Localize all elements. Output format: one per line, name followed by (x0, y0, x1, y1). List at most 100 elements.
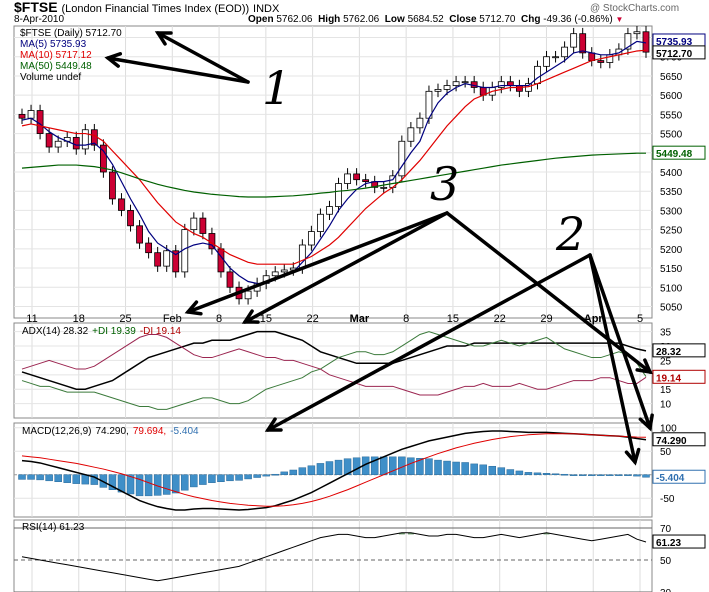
macd-histogram-bar (126, 474, 135, 495)
candle-body (552, 56, 559, 59)
panel-frame-rsi (13, 519, 653, 592)
x-tick-label: 18 (73, 313, 85, 325)
chg-label: Chg (521, 14, 541, 25)
macd-histogram-bar (551, 473, 560, 476)
panel-frame-macd (13, 422, 653, 518)
macd-histogram-bar (36, 474, 44, 481)
y-tick-label: 5100 (660, 283, 683, 294)
macd-histogram-bar (135, 474, 144, 497)
y-tick-label: 5650 (660, 72, 683, 83)
annotation-label: 3 (430, 157, 459, 211)
open-value: 5762.06 (276, 14, 313, 25)
adx-tag-box (652, 343, 706, 358)
adx-tag: 28.32 (656, 347, 681, 358)
macd-histogram-bar (262, 474, 270, 477)
macd-histogram-bar (217, 474, 225, 483)
candle-body (579, 33, 587, 54)
macd-legend-entry: MACD(12,26,9) (22, 426, 91, 437)
candle-body (353, 173, 361, 181)
x-tick-label: Feb (163, 313, 182, 325)
macd-histogram-bar (63, 474, 71, 483)
symbol-title: $FTSE (London Financial Times Index (EOD… (14, 0, 279, 15)
macd-histogram-bar (633, 474, 641, 477)
macd-histogram-bar (271, 473, 279, 476)
macd-legend-entry: -5.404 (170, 426, 199, 437)
ma-line (21, 40, 647, 285)
candle-body (344, 173, 351, 184)
annotation-arrow (445, 211, 652, 374)
candle-body (154, 252, 162, 267)
exchange: INDX (253, 3, 280, 15)
annotation-arrowhead (264, 417, 283, 432)
candle-body (163, 250, 171, 267)
macd-histogram-bar (569, 474, 578, 476)
annotation-arrowhead (638, 413, 654, 432)
price-tag-box (652, 45, 706, 60)
macd-signal-line (21, 433, 647, 507)
price-tag: 5449.48 (656, 149, 693, 160)
macd-histogram-bar (54, 474, 62, 483)
y-tick-label: 10 (660, 400, 672, 411)
candle-body (127, 210, 134, 227)
macd-histogram-bar (407, 457, 415, 475)
symbol: $FTSE (14, 0, 58, 15)
x-tick-label: 11 (26, 313, 37, 325)
annotation-arrowhead (184, 300, 203, 316)
annotation-arrowhead (241, 309, 260, 324)
price-legend-entry: MA(5) 5735.93 (20, 39, 87, 50)
macd-histogram-bar (190, 474, 198, 488)
macd-histogram-bar (117, 474, 126, 493)
copyright: @ StockCharts.com (590, 3, 680, 14)
annotation-arrow (588, 253, 652, 430)
macd-tag-box (652, 432, 706, 447)
annotation-arrow (266, 253, 592, 432)
candle-body (380, 186, 388, 189)
candle-body (624, 33, 632, 50)
candle-body (407, 127, 415, 142)
chart-date: 8-Apr-2010 (14, 14, 65, 25)
macd-histogram-bar (72, 474, 81, 484)
price-tag: 5735.93 (656, 37, 693, 48)
x-tick-label: 15 (447, 313, 459, 325)
macd-histogram-bar (144, 474, 153, 497)
candle-body (326, 206, 333, 215)
price-legend-entry: $FTSE (Daily) 5712.70 (20, 28, 122, 39)
adx-tag: 19.14 (656, 373, 681, 384)
x-tick-label: 15 (260, 313, 272, 325)
macd-tag: 74.290 (656, 436, 687, 447)
macd-histogram-bar (235, 474, 243, 481)
annotation-arrow (156, 31, 250, 84)
annotation-arrowhead (624, 447, 641, 466)
y-tick-label: 5250 (660, 226, 683, 237)
adx-line (21, 331, 647, 410)
candle-body (81, 129, 89, 150)
candle-body (597, 60, 605, 63)
candle-body (136, 225, 143, 244)
macd-line (21, 430, 647, 511)
macd-histogram-bar (208, 474, 216, 483)
macd-histogram-bar (479, 464, 487, 475)
macd-tag-box (652, 469, 706, 484)
x-tick-label: 5 (637, 313, 643, 325)
candle-body (199, 217, 207, 234)
macd-histogram-bar (108, 474, 117, 490)
low-label: Low (384, 14, 405, 25)
close-label: Close (449, 14, 477, 25)
candle-body (271, 271, 279, 277)
macd-histogram-bar (470, 463, 478, 475)
ma-line (21, 49, 647, 265)
macd-histogram-bar (316, 463, 325, 475)
macd-histogram-bar (334, 459, 343, 475)
macd-histogram-bar (606, 474, 614, 476)
x-tick-label: Mar (350, 313, 370, 325)
macd-histogram-bar (443, 460, 451, 475)
macd-histogram-bar (642, 474, 650, 478)
y-tick-label: 5350 (660, 187, 683, 198)
candle-body (45, 133, 53, 148)
macd-histogram-bar (615, 474, 623, 476)
price-tag: 5712.70 (656, 49, 693, 60)
y-tick-label: 100 (660, 424, 677, 435)
annotation-label: 1 (262, 61, 291, 115)
high-label: High (318, 14, 341, 25)
